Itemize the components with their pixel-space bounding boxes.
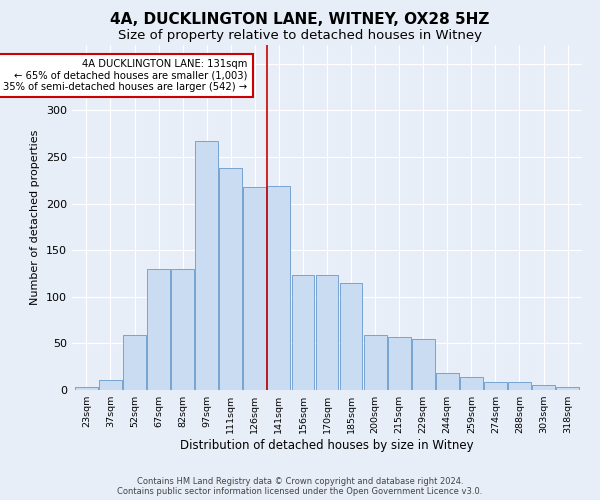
Bar: [460, 377, 483, 390]
Bar: [412, 338, 434, 390]
Bar: [388, 337, 410, 390]
Bar: [484, 382, 507, 390]
Y-axis label: Number of detached properties: Number of detached properties: [31, 130, 40, 305]
Text: 4A, DUCKLINGTON LANE, WITNEY, OX28 5HZ: 4A, DUCKLINGTON LANE, WITNEY, OX28 5HZ: [110, 12, 490, 28]
Bar: [436, 373, 459, 390]
X-axis label: Distribution of detached houses by size in Witney: Distribution of detached houses by size …: [180, 439, 474, 452]
Bar: [195, 141, 218, 390]
Bar: [99, 380, 122, 390]
Bar: [292, 276, 314, 390]
Bar: [532, 386, 555, 390]
Bar: [244, 186, 266, 390]
Bar: [171, 269, 194, 390]
Bar: [316, 276, 338, 390]
Bar: [220, 168, 242, 390]
Bar: [75, 387, 98, 390]
Bar: [268, 186, 290, 390]
Text: Size of property relative to detached houses in Witney: Size of property relative to detached ho…: [118, 29, 482, 42]
Bar: [123, 335, 146, 390]
Bar: [556, 387, 579, 390]
Text: Contains HM Land Registry data © Crown copyright and database right 2024.
Contai: Contains HM Land Registry data © Crown c…: [118, 476, 482, 496]
Bar: [147, 269, 170, 390]
Bar: [508, 382, 531, 390]
Bar: [364, 335, 386, 390]
Text: 4A DUCKLINGTON LANE: 131sqm
← 65% of detached houses are smaller (1,003)
35% of : 4A DUCKLINGTON LANE: 131sqm ← 65% of det…: [4, 59, 248, 92]
Bar: [340, 283, 362, 390]
